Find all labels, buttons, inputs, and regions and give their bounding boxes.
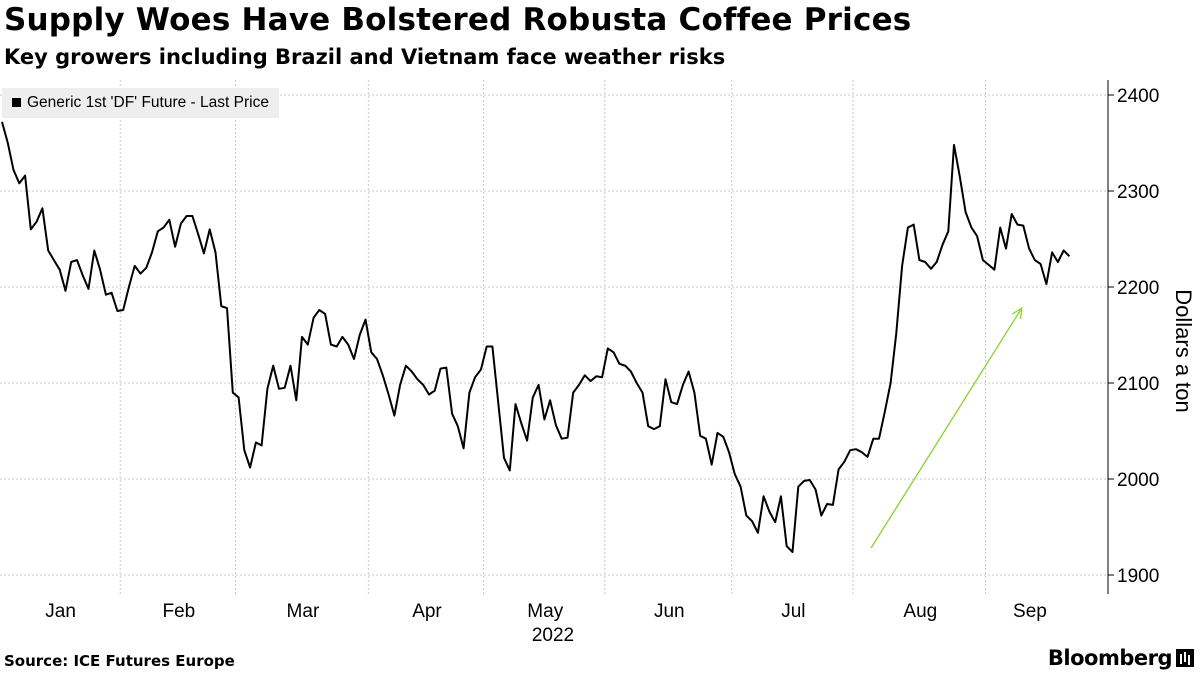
bloomberg-mark-icon	[1176, 649, 1194, 667]
x-tick-label: Apr	[412, 601, 442, 622]
legend: Generic 1st 'DF' Future - Last Price	[2, 88, 279, 118]
chart-title: Supply Woes Have Bolstered Robusta Coffe…	[4, 2, 912, 38]
y-tick-label: 2000	[1117, 470, 1159, 491]
series-layer	[1, 121, 1071, 553]
brand-wordmark: Bloomberg	[1047, 646, 1173, 670]
x-tick-label: Sep	[1013, 601, 1047, 622]
trend-arrow-shaft	[870, 307, 1023, 549]
chart-subtitle: Key growers including Brazil and Vietnam…	[4, 45, 726, 69]
trend-arrow-head	[1012, 306, 1023, 320]
price-series-line	[1, 121, 1071, 553]
x-tick-label: Jul	[781, 601, 805, 622]
x-axis: Jan Feb Mar Apr May Jun Jul Aug Sep 2022	[45, 601, 1047, 646]
x-tick-label: Feb	[162, 601, 195, 622]
y-tick-label: 2400	[1117, 86, 1159, 107]
x-tick-label: Jan	[45, 601, 76, 622]
y-axis-title: Dollars a ton	[1171, 289, 1196, 413]
y-tick-label: 2300	[1117, 182, 1159, 203]
trend-arrow-layer	[870, 306, 1023, 549]
y-tick-label: 2200	[1117, 278, 1159, 299]
legend-swatch	[12, 98, 21, 107]
x-tick-label: May	[527, 601, 563, 622]
x-axis-year-label: 2022	[532, 625, 574, 646]
source-note: Source: ICE Futures Europe	[4, 652, 235, 670]
legend-label: Generic 1st 'DF' Future - Last Price	[27, 94, 269, 111]
y-axis: 1900 2000 2100 2200 2300 2400 Dollars a ton	[1107, 80, 1196, 594]
x-tick-label: Jun	[654, 601, 685, 622]
gridlines	[0, 80, 1108, 594]
y-tick-label: 1900	[1117, 566, 1159, 587]
x-tick-label: Mar	[287, 601, 320, 622]
x-tick-label: Aug	[903, 601, 937, 622]
bloomberg-logo: Bloomberg	[1048, 646, 1194, 670]
y-tick-label: 2100	[1117, 374, 1159, 395]
